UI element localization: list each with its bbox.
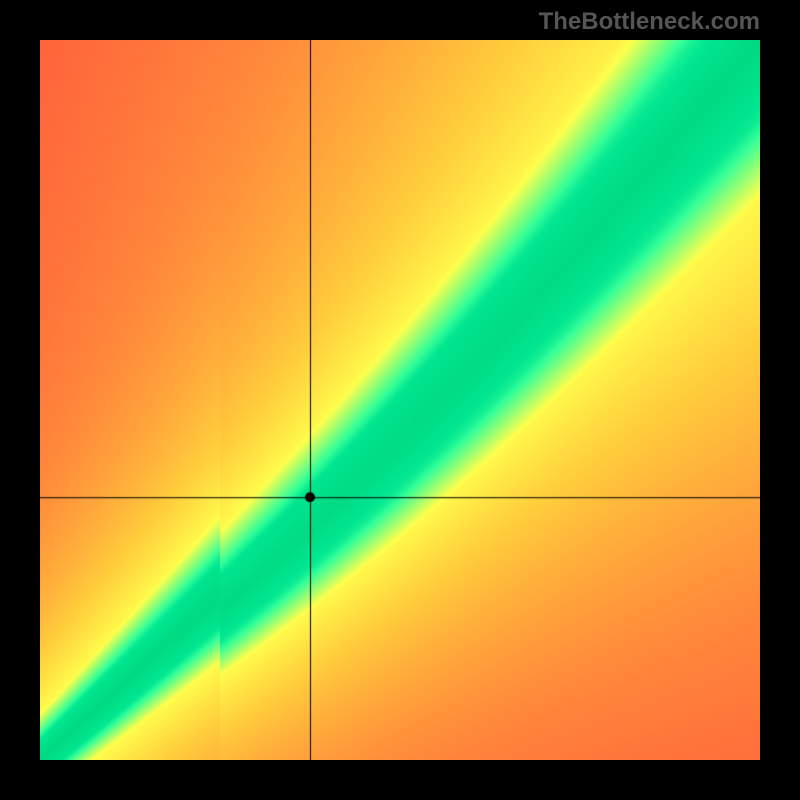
- heatmap-canvas: [40, 40, 760, 760]
- watermark-label: TheBottleneck.com: [539, 8, 760, 36]
- plot-area: [40, 40, 760, 760]
- chart-container: TheBottleneck.com: [0, 0, 800, 800]
